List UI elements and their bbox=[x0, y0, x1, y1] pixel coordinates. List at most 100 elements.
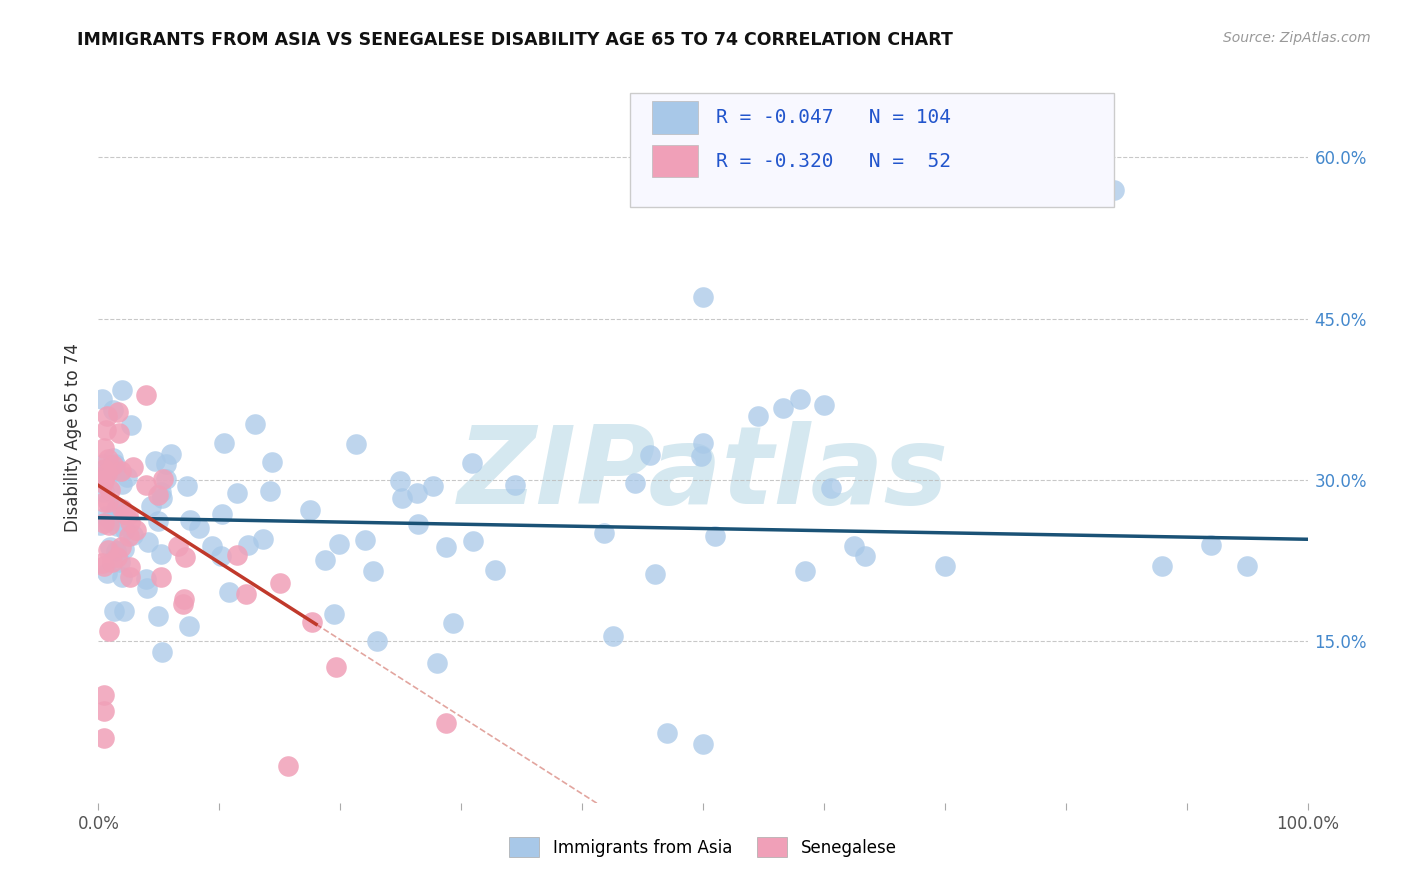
Point bbox=[188, 521, 211, 535]
Point bbox=[118, 515, 141, 529]
Point bbox=[141, 499, 163, 513]
Point bbox=[789, 392, 811, 406]
Point bbox=[89, 517, 111, 532]
Point bbox=[146, 609, 169, 624]
Point bbox=[1199, 538, 1222, 552]
Point bbox=[149, 547, 172, 561]
Point bbox=[100, 513, 122, 527]
Point bbox=[426, 656, 449, 670]
Point bbox=[98, 483, 121, 497]
Point bbox=[201, 539, 224, 553]
Point bbox=[111, 476, 134, 491]
Point bbox=[226, 486, 249, 500]
Point bbox=[361, 565, 384, 579]
Point bbox=[692, 436, 714, 450]
Point bbox=[125, 524, 148, 538]
Point bbox=[93, 559, 115, 574]
Point bbox=[105, 549, 128, 564]
Point bbox=[105, 500, 128, 514]
Point bbox=[110, 541, 132, 555]
Text: ZIPatlas: ZIPatlas bbox=[457, 421, 949, 526]
Point bbox=[434, 715, 457, 730]
Point bbox=[143, 454, 166, 468]
Point bbox=[135, 388, 157, 402]
Point bbox=[111, 501, 134, 516]
Point bbox=[97, 542, 120, 557]
Point bbox=[243, 417, 266, 431]
Point bbox=[146, 514, 169, 528]
Point bbox=[212, 435, 235, 450]
Point bbox=[93, 462, 115, 476]
Point bbox=[111, 570, 134, 584]
Point bbox=[218, 585, 240, 599]
Point bbox=[117, 508, 139, 522]
Point bbox=[704, 528, 727, 542]
Point bbox=[111, 383, 134, 397]
Point bbox=[104, 460, 127, 475]
Point bbox=[172, 597, 194, 611]
Point bbox=[104, 457, 127, 471]
Point bbox=[114, 508, 136, 522]
Point bbox=[108, 426, 131, 441]
Point bbox=[93, 462, 115, 476]
Point bbox=[93, 441, 115, 455]
Bar bbox=[652, 145, 699, 178]
Point bbox=[366, 634, 388, 648]
Point bbox=[96, 509, 118, 524]
Point bbox=[121, 459, 143, 474]
Point bbox=[118, 570, 141, 584]
Point bbox=[112, 542, 135, 557]
Point bbox=[842, 539, 865, 553]
Point bbox=[277, 759, 299, 773]
Point bbox=[97, 451, 120, 466]
Point bbox=[120, 417, 142, 432]
Point bbox=[624, 476, 647, 491]
Point bbox=[93, 688, 115, 702]
Point bbox=[211, 507, 233, 521]
Point bbox=[853, 549, 876, 563]
Text: IMMIGRANTS FROM ASIA VS SENEGALESE DISABILITY AGE 65 TO 74 CORRELATION CHART: IMMIGRANTS FROM ASIA VS SENEGALESE DISAB… bbox=[77, 31, 953, 49]
Point bbox=[484, 563, 506, 577]
Point bbox=[91, 392, 114, 407]
Point bbox=[112, 604, 135, 618]
Point bbox=[408, 517, 430, 532]
Point bbox=[150, 645, 173, 659]
Point bbox=[135, 572, 157, 586]
Point bbox=[150, 491, 173, 505]
Point bbox=[176, 479, 198, 493]
Point bbox=[135, 581, 157, 595]
Point bbox=[434, 540, 457, 554]
Point bbox=[93, 731, 115, 746]
Point bbox=[152, 472, 174, 486]
Point bbox=[155, 472, 177, 486]
Point bbox=[107, 405, 129, 419]
Point bbox=[101, 451, 124, 466]
Point bbox=[114, 523, 136, 537]
Point bbox=[103, 403, 125, 417]
Point bbox=[122, 527, 145, 541]
Point bbox=[388, 474, 411, 488]
Point bbox=[325, 659, 347, 673]
Point bbox=[105, 544, 128, 558]
Point bbox=[136, 535, 159, 549]
Point bbox=[110, 464, 132, 478]
Legend: Immigrants from Asia, Senegalese: Immigrants from Asia, Senegalese bbox=[503, 830, 903, 864]
Point bbox=[813, 398, 835, 412]
Point bbox=[503, 478, 526, 492]
Point bbox=[638, 448, 661, 462]
Point bbox=[179, 619, 201, 633]
Bar bbox=[652, 101, 699, 134]
Point bbox=[97, 494, 120, 508]
Text: Source: ZipAtlas.com: Source: ZipAtlas.com bbox=[1223, 31, 1371, 45]
Point bbox=[259, 484, 281, 499]
Text: R = -0.320   N =  52: R = -0.320 N = 52 bbox=[716, 152, 952, 171]
Point bbox=[167, 539, 190, 553]
Point bbox=[104, 464, 127, 478]
Point bbox=[96, 466, 118, 480]
Point bbox=[117, 469, 139, 483]
Point bbox=[301, 615, 323, 630]
Point bbox=[934, 559, 956, 574]
Point bbox=[1102, 183, 1125, 197]
Point bbox=[692, 737, 714, 751]
FancyBboxPatch shape bbox=[630, 94, 1114, 207]
